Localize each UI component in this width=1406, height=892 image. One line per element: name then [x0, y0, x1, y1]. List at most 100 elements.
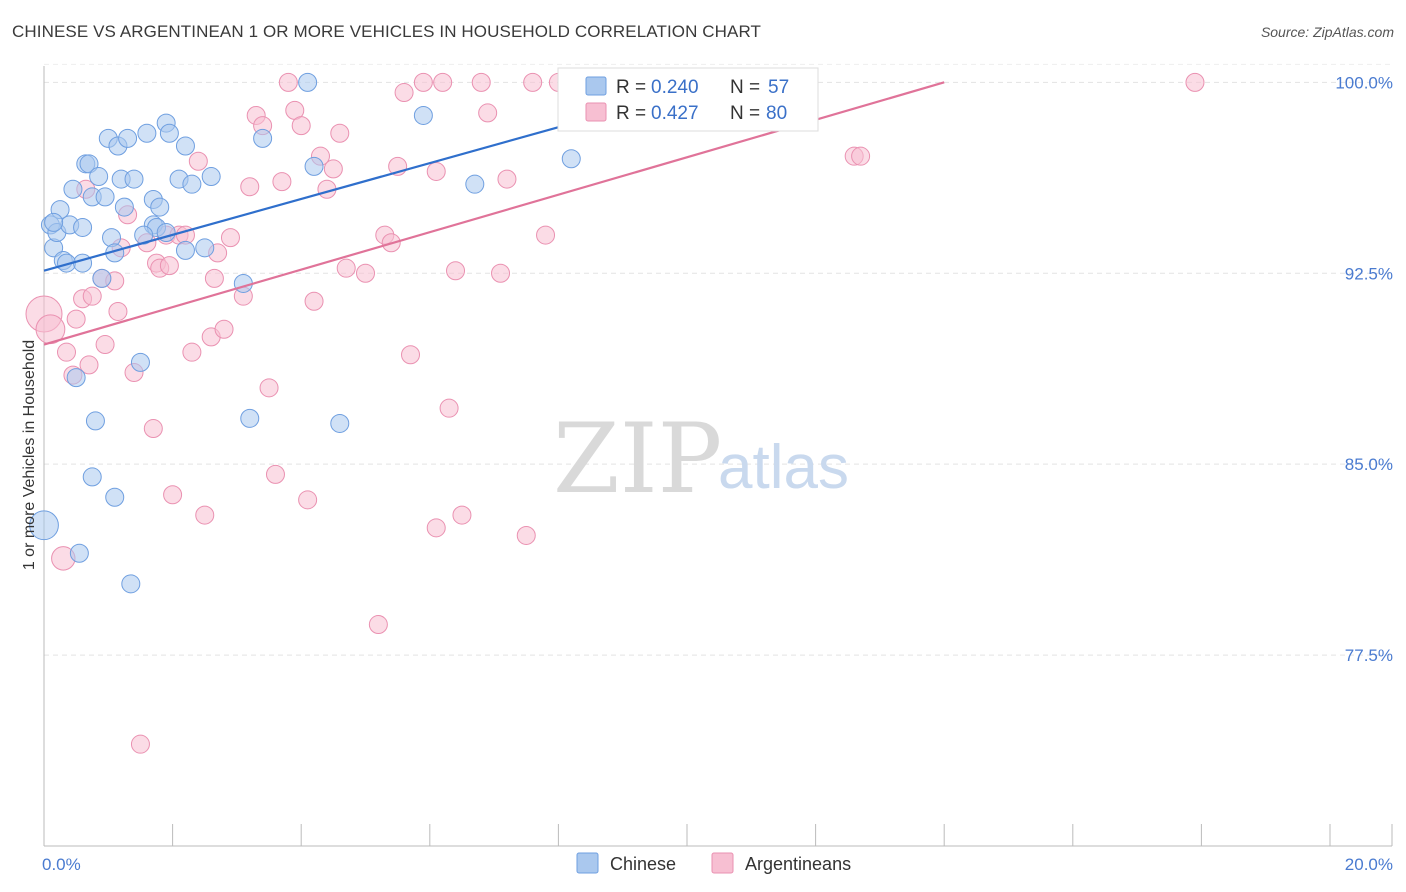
argentinean-point — [851, 146, 871, 166]
argentinean-point — [240, 177, 260, 197]
argentinean-point — [439, 398, 459, 418]
argentinean-point — [291, 116, 311, 136]
chinese-point — [195, 238, 215, 258]
argentinean-point — [433, 72, 453, 92]
argentinean-point — [497, 169, 517, 189]
chinese-point — [114, 197, 134, 217]
argentinean-point — [491, 263, 511, 283]
chinese-point — [118, 128, 138, 148]
y-tick-label: 77.5% — [1345, 646, 1393, 665]
chinese-point — [44, 212, 64, 232]
argentinean-point — [368, 615, 388, 635]
argentinean-point — [1185, 72, 1205, 92]
argentinean-point — [471, 72, 491, 92]
legend-swatch-chinese — [585, 76, 607, 96]
legend-r-value: 0.427 — [651, 103, 699, 124]
chinese-point — [66, 368, 86, 388]
chinese-point — [89, 167, 109, 187]
argentinean-point — [204, 268, 224, 288]
argentinean-point — [278, 72, 298, 92]
bottom-legend-swatch-argentinean — [711, 852, 734, 874]
argentinean-point — [163, 485, 183, 505]
chinese-point — [175, 136, 195, 156]
chinese-point — [63, 179, 83, 199]
argentinean-point — [426, 161, 446, 181]
argentinean-point — [356, 263, 375, 283]
argentinean-point — [182, 342, 202, 362]
x-tick-label: 20.0% — [1345, 855, 1393, 874]
legend-r-label: R = — [616, 103, 646, 124]
chinese-point — [85, 411, 105, 431]
argentinean-point — [188, 151, 208, 171]
argentinean-point — [394, 83, 414, 103]
legend-n-value: 80 — [766, 103, 787, 124]
chinese-point — [124, 169, 144, 189]
argentinean-point — [304, 291, 324, 311]
chinese-point — [137, 123, 157, 143]
chinese-point — [121, 574, 141, 594]
chinese-point — [105, 487, 125, 507]
argentinean-point — [66, 309, 86, 329]
chinese-point — [79, 154, 99, 174]
chinese-point — [233, 273, 253, 293]
chinese-point — [92, 268, 112, 288]
argentinean-point — [401, 345, 421, 365]
argentinean-point — [516, 525, 536, 545]
bottom-legend-swatch-chinese — [576, 852, 599, 874]
legend-n-label: N = — [730, 77, 760, 98]
chinese-point — [73, 253, 93, 273]
argentinean-point — [259, 378, 279, 398]
chart-title: CHINESE VS ARGENTINEAN 1 OR MORE VEHICLE… — [12, 22, 762, 41]
argentinean-point — [330, 123, 350, 143]
chinese-point — [330, 413, 350, 433]
chinese-point — [182, 174, 202, 194]
argentinean-point — [195, 505, 215, 525]
chinese-point — [29, 510, 59, 541]
chinese-point — [413, 105, 433, 125]
argentinean-point — [272, 172, 292, 192]
argentinean-point — [336, 258, 356, 278]
y-tick-label: 85.0% — [1345, 455, 1393, 474]
tick-labels: 77.5% 85.0% 92.5% 100.0% 0.0% 20.0% — [42, 73, 1393, 874]
y-tick-label: 100.0% — [1335, 73, 1393, 92]
chinese-point — [95, 187, 115, 207]
axes — [43, 66, 1393, 847]
chinese-point — [175, 240, 195, 260]
argentinean-point — [214, 319, 234, 339]
argentinean-point — [452, 505, 472, 525]
chinese-point — [240, 408, 260, 428]
argentinean-point — [265, 464, 285, 484]
y-axis-label: 1 or more Vehicles in Household — [21, 340, 38, 570]
argentinean-point — [57, 342, 77, 362]
bottom-legend-chinese: Chinese — [610, 854, 676, 874]
bottom-legend: Chinese Argentineans — [576, 852, 851, 874]
chinese-point — [73, 217, 93, 237]
source-label: Source: ZipAtlas.com — [1260, 24, 1394, 40]
argentinean-point — [426, 518, 446, 538]
chinese-point — [130, 352, 150, 372]
chinese-point — [304, 156, 324, 176]
argentinean-point — [478, 103, 498, 123]
legend-n-label: N = — [730, 103, 760, 124]
chinese-point — [561, 149, 581, 169]
argentinean-point — [143, 419, 163, 439]
argentinean-point — [82, 286, 102, 306]
argentinean-point — [298, 490, 318, 510]
argentinean-point — [413, 72, 433, 92]
watermark-atlas-text: atlas — [718, 433, 849, 502]
chinese-point — [465, 174, 485, 194]
watermark: ZIP atlas — [553, 403, 849, 515]
legend-r-value: 0.240 — [651, 77, 699, 98]
legend-r-label: R = — [616, 77, 646, 98]
chinese-point — [82, 467, 102, 487]
chinese-point — [134, 225, 154, 245]
x-tick-label: 0.0% — [42, 855, 81, 874]
watermark-zip-text: ZIP — [553, 403, 722, 515]
argentinean-point — [523, 72, 543, 92]
grid-lines — [44, 63, 1392, 656]
argentinean-point — [323, 159, 343, 179]
legend-n-value: 57 — [768, 77, 789, 98]
chinese-point — [253, 128, 273, 148]
argentinean-point — [220, 228, 240, 248]
